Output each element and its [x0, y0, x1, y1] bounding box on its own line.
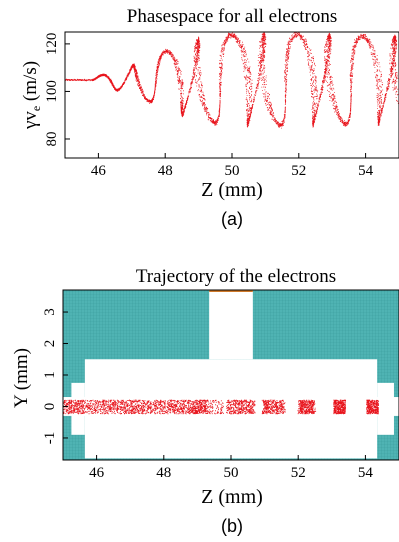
panel-a-xtick-label: 50	[225, 163, 240, 179]
panel-b: Trajectory of the electrons 46 48 50 52 54 -1…	[11, 266, 399, 536]
panel-a-ytick-label: 120	[44, 33, 60, 56]
panel-a-title: Phasespace for all electrons	[127, 6, 338, 27]
panel-b-xlabel: Z (mm)	[201, 486, 263, 508]
panel-b-ylabel: Y (mm)	[11, 348, 32, 408]
panel-b-ytick-label: 1	[42, 371, 58, 379]
panel-b-xtick-label: 46	[89, 465, 105, 481]
panel-a-points	[65, 32, 399, 129]
panel-b-xtick-label: 52	[291, 465, 306, 481]
panel-b-ytick-label: 2	[42, 340, 58, 348]
panel-b-ytick-label: 0	[42, 403, 58, 411]
panel-a-caption: (a)	[221, 209, 243, 229]
panel-b-beam	[63, 399, 379, 415]
panel-b-axes: 46 48 50 52 54 -1 0 1 2 3	[42, 308, 373, 481]
panel-a-xtick-label: 52	[291, 163, 306, 179]
panel-b-xtick-label: 54	[358, 465, 374, 481]
panel-b-caption: (b)	[221, 516, 243, 536]
output-port	[209, 290, 253, 360]
phase-space-points	[65, 32, 399, 129]
panel-a-xlabel: Z (mm)	[201, 179, 263, 201]
panel-b-title: Trajectory of the electrons	[136, 266, 336, 287]
panel-a: Phasespace for all electrons 46 48 50 52 54 8…	[20, 6, 399, 229]
panel-b-geometry	[63, 290, 399, 460]
panel-a-ytick-label: 80	[44, 131, 60, 146]
panel-a-ylabel: γve (m/s)	[20, 61, 43, 130]
panel-a-plot-frame	[64, 31, 399, 159]
panel-b-ytick-label: 3	[42, 308, 58, 316]
electron-trajectory-points	[63, 399, 379, 415]
panel-a-xtick-label: 48	[158, 163, 173, 179]
panel-a-xtick-label: 46	[91, 163, 107, 179]
panel-b-ytick-label: -1	[42, 432, 58, 445]
panel-b-xtick-label: 48	[156, 465, 171, 481]
panel-a-axes: 46 48 50 52 54 80 100 120	[44, 33, 374, 179]
panel-a-ytick-label: 100	[44, 80, 60, 103]
panel-a-xtick-label: 54	[358, 163, 374, 179]
panel-b-xtick-label: 50	[224, 465, 239, 481]
